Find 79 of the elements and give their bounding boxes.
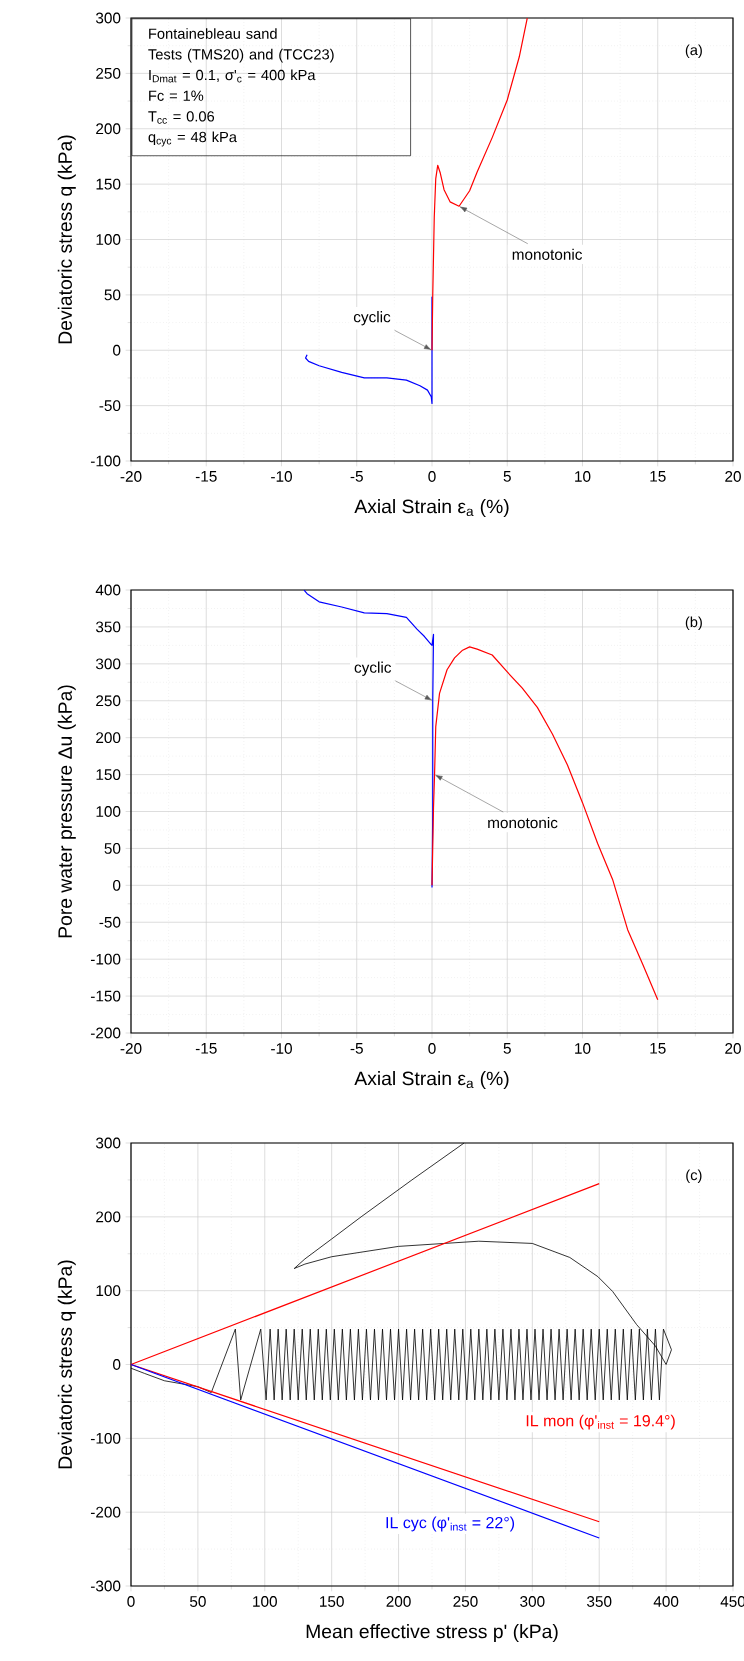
- y-axis-title: Deviatoric stress q (kPa): [57, 135, 76, 344]
- annotation: monotonic: [488, 816, 558, 829]
- x-tick-label: 0: [428, 471, 436, 482]
- x-tick-label: 300: [520, 1596, 545, 1607]
- annotation: T$_{cc}$ = 0.06: [148, 111, 215, 124]
- y-tick-label: 300: [95, 12, 121, 24]
- x-tick-label: 10: [575, 1043, 591, 1054]
- x-axis-title: Axial Strain ε$_{a}$ (%): [354, 499, 509, 518]
- x-tick-label: -20: [120, 471, 142, 482]
- annotation: cyclic: [354, 661, 392, 676]
- x-tick-label: -15: [195, 471, 217, 482]
- y-tick-label: -100: [90, 455, 121, 467]
- y-tick-label: -300: [90, 1580, 121, 1592]
- x-tick-label: 15: [650, 1043, 666, 1054]
- x-tick-label: 150: [320, 1596, 344, 1607]
- annotation: Tests (TMS20) and (TCC23): [148, 48, 334, 63]
- x-axis-title: Axial Strain ε$_{a}$ (%): [354, 1071, 509, 1090]
- y-tick-label: 400: [95, 584, 121, 596]
- line-series: [431, 646, 659, 1001]
- y-tick-label: 350: [95, 621, 121, 633]
- x-tick-label: -20: [120, 1043, 142, 1054]
- x-tick-label: -5: [350, 1043, 363, 1054]
- x-tick-label: 400: [653, 1596, 679, 1607]
- x-tick-label: 100: [253, 1596, 277, 1607]
- y-axis-title: Pore water pressure Δu (kPa): [57, 685, 76, 938]
- x-tick-label: 5: [503, 1043, 511, 1054]
- y-tick-label: 300: [95, 658, 121, 670]
- y-tick-label: 200: [96, 1211, 121, 1223]
- y-tick-label: 200: [96, 732, 121, 744]
- annotation: cyclic: [353, 311, 391, 326]
- series-label: IL cyc (φ'$_{inst}$ = 22°): [386, 1516, 515, 1532]
- y-tick-label: 300: [95, 1137, 121, 1149]
- x-tick-label: -10: [271, 1043, 292, 1054]
- y-tick-label: -100: [90, 953, 121, 965]
- y-tick-label: 250: [96, 67, 121, 79]
- text: (c): [686, 1169, 702, 1184]
- y-tick-label: 200: [96, 123, 121, 135]
- annotation: q$_{cyc}$ = 48 kPa: [148, 131, 237, 147]
- x-tick-label: -10: [271, 471, 292, 482]
- y-tick-label: -50: [99, 916, 121, 928]
- y-tick-label: 250: [96, 695, 121, 707]
- x-tick-label: 200: [386, 1596, 411, 1607]
- y-tick-label: 50: [104, 289, 121, 301]
- y-tick-label: 100: [96, 234, 121, 245]
- x-tick-label: -5: [350, 471, 363, 482]
- y-tick-label: 150: [96, 769, 121, 781]
- x-tick-label: 350: [587, 1596, 612, 1607]
- text: IL mon (φ'$_{inst}$ = 19.4°): [526, 1414, 675, 1430]
- y-tick-label: -50: [99, 400, 121, 412]
- annotation: Fontainebleau sand: [149, 28, 277, 39]
- line-series: [304, 296, 433, 405]
- y-axis-title: Deviatoric stress q (kPa): [57, 1260, 76, 1469]
- annotation: I$_{Dmat}$ = 0.1, σ'$_{c}$ = 400 kPa: [149, 69, 316, 83]
- y-tick-label: 0: [113, 344, 121, 356]
- x-axis-title: Mean effective stress p' (kPa): [306, 1624, 558, 1643]
- annotation: monotonic: [512, 248, 583, 260]
- y-tick-label: 100: [96, 806, 121, 817]
- y-tick-label: -100: [90, 1432, 121, 1444]
- x-tick-label: 250: [453, 1596, 478, 1607]
- y-tick-label: -200: [90, 1506, 121, 1518]
- x-tick-label: 20: [725, 471, 741, 482]
- text: (a): [685, 44, 702, 59]
- x-tick-label: 0: [428, 1043, 436, 1054]
- y-tick-label: 0: [113, 879, 121, 891]
- x-tick-label: 0: [127, 1596, 135, 1607]
- text: (b): [685, 616, 702, 631]
- x-tick-label: -15: [195, 1043, 217, 1054]
- x-tick-label: 20: [725, 1043, 741, 1054]
- y-tick-label: -200: [90, 1027, 121, 1039]
- y-tick-label: 50: [104, 843, 121, 854]
- y-tick-label: 0: [113, 1359, 121, 1370]
- x-tick-label: 50: [189, 1596, 206, 1607]
- y-tick-label: 100: [96, 1285, 121, 1297]
- y-tick-label: 150: [96, 178, 121, 190]
- x-tick-label: 5: [503, 471, 511, 482]
- x-tick-label: 15: [650, 471, 666, 482]
- x-tick-label: 10: [575, 471, 591, 482]
- y-tick-label: -150: [90, 990, 121, 1002]
- annotation: Fc = 1%: [149, 90, 204, 101]
